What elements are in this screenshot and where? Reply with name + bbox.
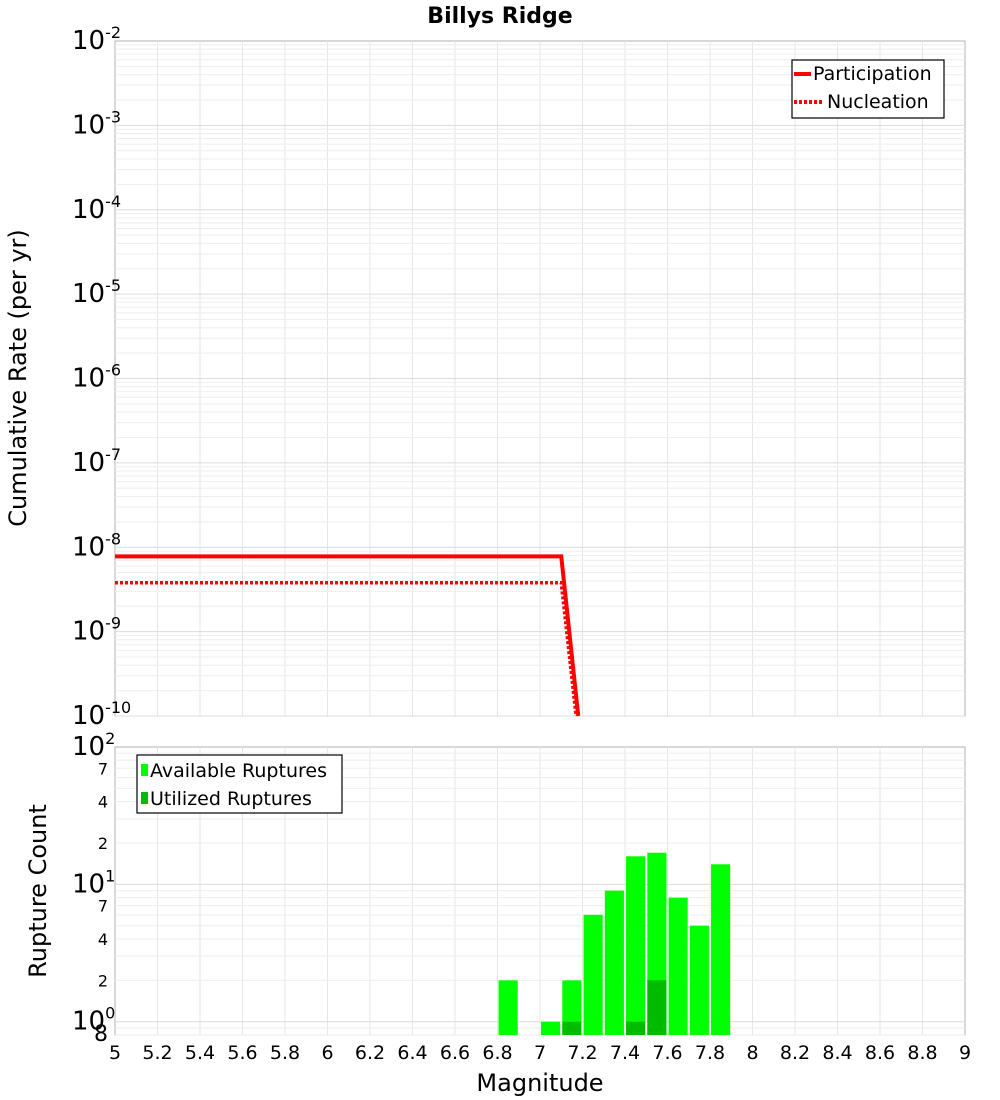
legend-utilized-swatch: [141, 792, 148, 804]
x-tick-label: 7.6: [652, 1042, 682, 1064]
rate-series: [115, 554, 581, 717]
available-bar: [541, 1021, 561, 1035]
x-tick-label: 8.6: [865, 1042, 895, 1064]
rate-y-tick-label: 10-6: [72, 361, 121, 394]
x-tick-label: 5.8: [270, 1042, 300, 1064]
x-tick-label: 8.4: [822, 1042, 852, 1064]
legend-nucleation-label: Nucleation: [827, 91, 929, 113]
x-tick-label: 8: [746, 1042, 758, 1064]
rate-y-axis-label: Cumulative Rate (per yr): [4, 229, 32, 527]
available-bar: [604, 890, 624, 1035]
x-axis-label: Magnitude: [476, 1069, 603, 1097]
count-gridlines: [115, 747, 965, 1036]
x-tick-label: 5.4: [185, 1042, 215, 1064]
x-tick-label: 6.2: [355, 1042, 385, 1064]
rate-y-tick-label: 10-7: [72, 445, 121, 478]
count-y-tick-minor: 4: [98, 930, 108, 949]
chart-title: Billys Ridge: [427, 4, 572, 29]
legend-participation-label: Participation: [813, 63, 932, 85]
rate-gridlines: [115, 41, 965, 717]
utilized-bar: [626, 1021, 646, 1035]
x-tick-label: 5.2: [142, 1042, 172, 1064]
rate-y-tick-label: 10-10: [72, 698, 131, 731]
available-bar: [689, 925, 709, 1035]
count-legend[interactable]: Available Ruptures Utilized Ruptures: [136, 754, 343, 814]
available-bar: [626, 856, 646, 1035]
x-tick-label: 7.8: [695, 1042, 725, 1064]
legend-available-swatch: [141, 764, 148, 776]
count-y-tick-minor: 4: [98, 793, 108, 812]
count-y-tick-minor: 8: [94, 1022, 108, 1047]
rate-line-participation: [115, 554, 581, 717]
legend-utilized-label: Utilized Ruptures: [150, 788, 312, 810]
x-tick-label: 9: [959, 1042, 971, 1064]
available-bar: [498, 980, 518, 1035]
available-bar: [668, 897, 688, 1035]
rate-y-tick-label: 10-4: [72, 192, 121, 225]
count-y-tick-minor: 2: [98, 834, 108, 853]
x-tick-label: 7.4: [610, 1042, 640, 1064]
magnitude-x-ticks: 5 5.2 5.4 5.6 5.8 6 6.2 6.4 6.6 6.8 7 7.2 7.4 7.6 7.8 8…: [109, 1042, 971, 1064]
rate-y-tick-label: 10-9: [72, 614, 121, 647]
x-tick-label: 6: [321, 1042, 333, 1064]
count-y-tick-major: 102: [72, 729, 115, 762]
x-tick-label: 5.6: [227, 1042, 257, 1064]
x-tick-label: 8.2: [780, 1042, 810, 1064]
rate-legend[interactable]: Participation Nucleation: [791, 59, 945, 119]
x-tick-label: 6.8: [482, 1042, 512, 1064]
count-y-tick-major: 101: [72, 866, 115, 899]
x-tick-label: 7.2: [567, 1042, 597, 1064]
available-bar: [562, 980, 582, 1035]
x-tick-label: 8.8: [907, 1042, 937, 1064]
available-bar: [583, 914, 603, 1035]
available-bar: [711, 864, 731, 1035]
count-y-axis-label: Rupture Count: [24, 804, 52, 978]
rate-y-tick-label: 10-2: [72, 23, 121, 56]
count-y-tick-minor: 7: [98, 759, 108, 778]
x-tick-label: 6.4: [397, 1042, 427, 1064]
count-y-tick-minor: 7: [98, 897, 108, 916]
rate-y-tick-label: 10-5: [72, 276, 121, 309]
count-bars: [498, 852, 731, 1035]
count-y-tick-minor: 2: [98, 971, 108, 990]
x-tick-label: 6.6: [440, 1042, 470, 1064]
utilized-bar: [647, 980, 667, 1035]
utilized-bar: [562, 1021, 582, 1035]
legend-available-label: Available Ruptures: [150, 760, 327, 782]
rate-line-nucleation: [115, 580, 578, 717]
x-tick-label: 5: [109, 1042, 121, 1064]
x-tick-label: 7: [534, 1042, 546, 1064]
rate-y-tick-label: 10-3: [72, 107, 121, 140]
rate-y-tick-label: 10-8: [72, 529, 121, 562]
